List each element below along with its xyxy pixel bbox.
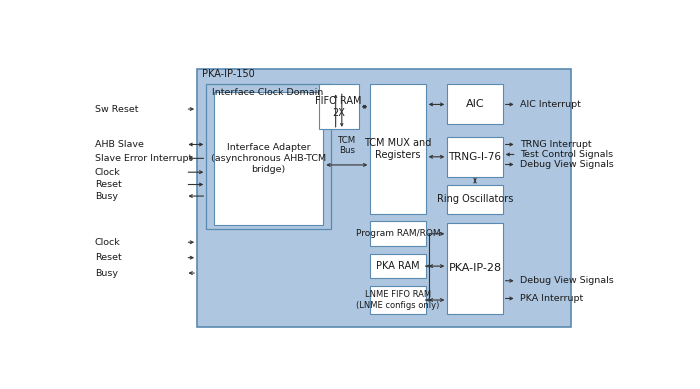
Bar xyxy=(370,221,426,246)
Text: Debug View Signals: Debug View Signals xyxy=(519,160,613,169)
Bar xyxy=(206,84,331,229)
Text: PKA-IP-150: PKA-IP-150 xyxy=(202,69,256,79)
Text: Busy: Busy xyxy=(94,191,118,201)
Text: PKA RAM: PKA RAM xyxy=(376,261,420,271)
Text: TCM MUX and
Registers: TCM MUX and Registers xyxy=(364,138,432,160)
Text: Sw Reset: Sw Reset xyxy=(94,105,138,114)
Bar xyxy=(370,254,426,279)
Text: AIC: AIC xyxy=(466,100,484,109)
Text: Reset: Reset xyxy=(94,180,121,189)
Text: Debug View Signals: Debug View Signals xyxy=(519,276,613,285)
Bar xyxy=(447,137,503,177)
Text: Slave Error Interrupt: Slave Error Interrupt xyxy=(94,154,192,163)
Text: Busy: Busy xyxy=(94,268,118,278)
Bar xyxy=(447,223,503,314)
Text: Clock: Clock xyxy=(94,238,120,247)
Bar xyxy=(370,84,426,214)
Text: AHB Slave: AHB Slave xyxy=(94,140,144,149)
Text: TCM
Bus: TCM Bus xyxy=(337,135,356,155)
Text: Program RAM/ROM: Program RAM/ROM xyxy=(356,229,440,238)
Text: TRNG-I-76: TRNG-I-76 xyxy=(449,152,501,162)
Text: Interface Clock Domain: Interface Clock Domain xyxy=(213,88,323,97)
Text: Interface Adapter
(asynchronous AHB-TCM
bridge): Interface Adapter (asynchronous AHB-TCM … xyxy=(211,143,326,174)
Bar xyxy=(318,84,359,129)
Text: Reset: Reset xyxy=(94,253,121,262)
Bar xyxy=(447,184,503,214)
Text: Test Control Signals: Test Control Signals xyxy=(519,150,612,159)
Bar xyxy=(197,69,570,327)
Text: AIC Interrupt: AIC Interrupt xyxy=(519,100,580,109)
Text: PKA-IP-28: PKA-IP-28 xyxy=(449,263,502,273)
Bar xyxy=(370,286,426,314)
Bar xyxy=(214,92,323,224)
Text: FIFO RAM
2X: FIFO RAM 2X xyxy=(316,96,362,118)
Text: Clock: Clock xyxy=(94,168,120,177)
Text: PKA Interrupt: PKA Interrupt xyxy=(519,294,583,303)
Text: TRNG Interrupt: TRNG Interrupt xyxy=(519,140,592,149)
Text: Ring Oscillators: Ring Oscillators xyxy=(437,194,513,204)
Text: LNME FIFO RAM
(LNME configs only): LNME FIFO RAM (LNME configs only) xyxy=(356,290,440,310)
Bar xyxy=(447,84,503,124)
